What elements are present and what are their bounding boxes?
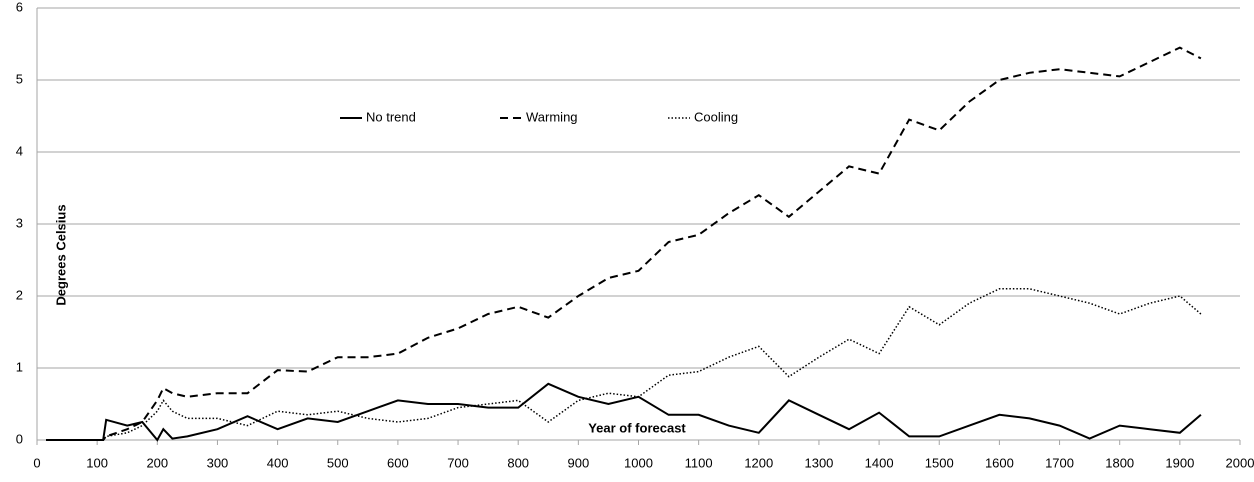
x-tick-label: 1000 bbox=[624, 455, 653, 470]
y-tick-label: 6 bbox=[16, 0, 23, 14]
x-tick-label: 1900 bbox=[1165, 455, 1194, 470]
x-tick-label: 0 bbox=[33, 455, 40, 470]
y-tick-label: 1 bbox=[16, 359, 23, 374]
x-tick-label: 100 bbox=[86, 455, 108, 470]
x-tick-label: 800 bbox=[507, 455, 529, 470]
x-axis-label: Year of forecast bbox=[588, 420, 686, 435]
x-tick-label: 300 bbox=[207, 455, 229, 470]
y-tick-label: 4 bbox=[16, 143, 23, 158]
y-tick-label: 5 bbox=[16, 71, 23, 86]
x-tick-label: 1600 bbox=[985, 455, 1014, 470]
y-axis-label: Degrees Celsius bbox=[53, 204, 68, 305]
series-line bbox=[46, 46, 1202, 441]
x-tick-label: 1500 bbox=[925, 455, 954, 470]
series-line bbox=[46, 288, 1202, 441]
x-tick-label: 2000 bbox=[1226, 455, 1254, 470]
x-tick-label: 500 bbox=[327, 455, 349, 470]
x-tick-label: 1300 bbox=[804, 455, 833, 470]
x-tick-label: 1200 bbox=[744, 455, 773, 470]
x-tick-label: 1400 bbox=[865, 455, 894, 470]
y-tick-label: 2 bbox=[16, 287, 23, 302]
x-tick-label: 600 bbox=[387, 455, 409, 470]
x-tick-label: 1100 bbox=[685, 455, 713, 470]
x-tick-label: 400 bbox=[267, 455, 289, 470]
legend-label: Warming bbox=[526, 109, 578, 124]
series-line bbox=[46, 382, 1202, 442]
x-tick-label: 700 bbox=[447, 455, 469, 470]
legend-label: No trend bbox=[366, 109, 416, 124]
x-tick-label: 1700 bbox=[1045, 455, 1074, 470]
y-tick-label: 0 bbox=[16, 431, 23, 446]
x-tick-label: 900 bbox=[567, 455, 589, 470]
x-tick-label: 200 bbox=[146, 455, 168, 470]
x-tick-label: 1800 bbox=[1105, 455, 1134, 470]
y-tick-label: 3 bbox=[16, 215, 23, 230]
legend-label: Cooling bbox=[694, 109, 738, 124]
